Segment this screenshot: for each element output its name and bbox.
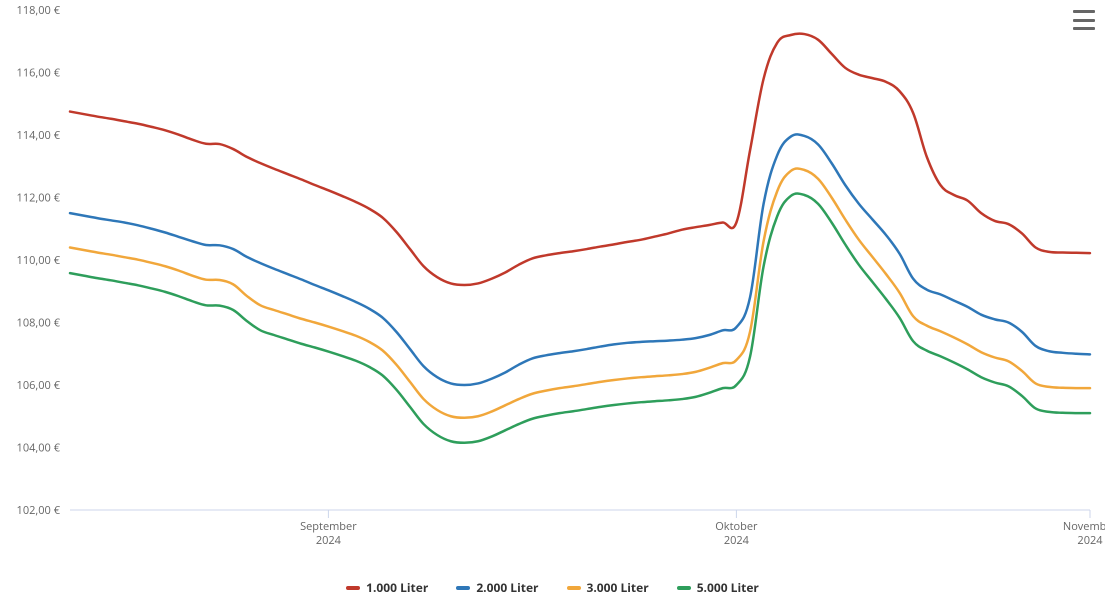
legend-item[interactable]: 1.000 Liter — [346, 579, 428, 596]
legend-swatch — [346, 586, 360, 590]
svg-text:118,00 €: 118,00 € — [17, 3, 61, 18]
svg-text:Oktober: Oktober — [715, 519, 758, 534]
price-chart: 102,00 € 104,00 € 106,00 € 108,00 € 110,00 €… — [0, 0, 1105, 602]
svg-text:2024: 2024 — [316, 533, 342, 548]
legend-swatch — [567, 586, 581, 590]
svg-text:110,00 €: 110,00 € — [17, 253, 61, 268]
svg-text:106,00 €: 106,00 € — [17, 378, 61, 393]
svg-text:114,00 €: 114,00 € — [17, 128, 61, 143]
series-line — [70, 34, 1090, 285]
hamburger-menu-icon[interactable] — [1073, 8, 1095, 32]
chart-legend: 1.000 Liter 2.000 Liter 3.000 Liter 5.000 L… — [0, 577, 1105, 597]
svg-text:112,00 €: 112,00 € — [17, 191, 61, 206]
legend-item[interactable]: 3.000 Liter — [567, 579, 649, 596]
legend-label: 3.000 Liter — [587, 579, 649, 596]
series-line — [70, 193, 1090, 442]
svg-text:November: November — [1063, 519, 1105, 534]
svg-text:2024: 2024 — [1077, 533, 1103, 548]
svg-text:102,00 €: 102,00 € — [17, 503, 61, 518]
svg-text:104,00 €: 104,00 € — [17, 441, 61, 456]
svg-text:116,00 €: 116,00 € — [17, 66, 61, 81]
svg-text:2024: 2024 — [724, 533, 750, 548]
legend-label: 5.000 Liter — [697, 579, 759, 596]
legend-swatch — [677, 586, 691, 590]
chart-canvas: 102,00 € 104,00 € 106,00 € 108,00 € 110,00 €… — [0, 0, 1105, 560]
legend-item[interactable]: 5.000 Liter — [677, 579, 759, 596]
legend-swatch — [456, 586, 470, 590]
legend-label: 2.000 Liter — [476, 579, 538, 596]
svg-text:108,00 €: 108,00 € — [17, 316, 61, 331]
legend-label: 1.000 Liter — [366, 579, 428, 596]
svg-text:September: September — [300, 519, 357, 534]
series-line — [70, 134, 1090, 385]
legend-item[interactable]: 2.000 Liter — [456, 579, 538, 596]
